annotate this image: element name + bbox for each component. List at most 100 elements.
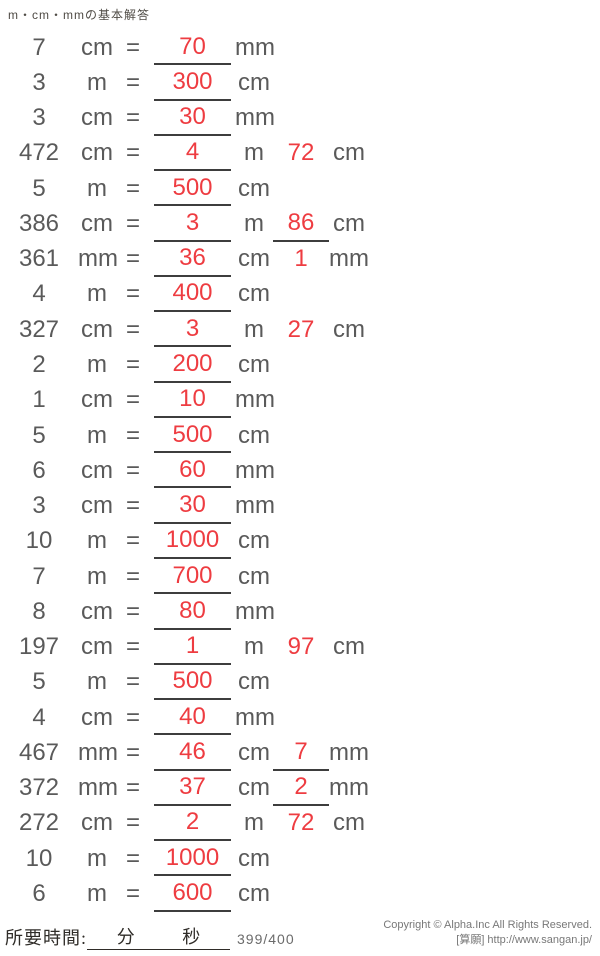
question-value: 327 xyxy=(18,315,60,343)
answer-blank-2: 27 xyxy=(287,315,315,343)
question-value: 3 xyxy=(32,104,46,132)
answer-unit-1: cm xyxy=(238,421,270,449)
question-value: 272 xyxy=(18,809,60,837)
seconds-label: 秒 xyxy=(182,927,201,947)
conversion-row: 1 cm = 10 mm xyxy=(0,383,600,418)
conversion-row: 3 cm = 30 mm xyxy=(0,101,600,136)
equals-sign: = xyxy=(125,421,140,449)
equals-sign: = xyxy=(125,351,140,379)
equals-sign: = xyxy=(125,844,140,872)
question-value: 6 xyxy=(32,456,46,484)
answer-blank-1: 4 xyxy=(154,136,231,172)
answer-unit-2: mm xyxy=(329,774,369,802)
question-unit: m xyxy=(87,562,107,590)
answer-unit-1: m xyxy=(244,315,264,343)
question-unit: m xyxy=(87,351,107,379)
question-unit: m xyxy=(87,527,107,555)
answer-blank-2: 72 xyxy=(287,139,315,167)
question-value: 467 xyxy=(18,738,60,766)
answer-unit-1: cm xyxy=(238,527,270,555)
question-unit: cm xyxy=(81,597,113,625)
conversion-row: 327 cm = 3 m 27 cm xyxy=(0,312,600,348)
answer-unit-1: cm xyxy=(238,738,270,766)
answer-list: 7 cm = 70 mm 3 m = 300 cm 3 cm = 30 mm 472 cm = 4 m 72 cm 5 m = 5… xyxy=(0,30,600,912)
answer-blank-1: 30 xyxy=(154,488,231,524)
conversion-row: 7 m = 700 cm xyxy=(0,559,600,595)
question-value: 7 xyxy=(32,562,46,590)
question-unit: mm xyxy=(78,774,118,802)
copyright-line: Copyright © Alpha.Inc All Rights Reserve… xyxy=(383,919,592,931)
answer-unit-1: mm xyxy=(235,492,275,520)
question-unit: m xyxy=(87,880,107,907)
question-unit: mm xyxy=(78,245,118,273)
answer-blank-1: 60 xyxy=(154,453,231,489)
question-value: 4 xyxy=(32,703,46,731)
question-unit: cm xyxy=(81,703,113,731)
question-unit: cm xyxy=(81,386,113,414)
question-value: 4 xyxy=(32,280,46,308)
conversion-row: 3 cm = 30 mm xyxy=(0,488,600,524)
answer-unit-1: cm xyxy=(238,280,270,308)
answer-blank-2: 2 xyxy=(273,771,329,806)
answer-blank-1: 40 xyxy=(154,700,231,736)
answer-unit-2: cm xyxy=(333,315,365,343)
answer-blank-1: 37 xyxy=(154,771,231,806)
question-value: 386 xyxy=(18,209,60,237)
answer-blank-1: 500 xyxy=(154,418,231,454)
conversion-row: 5 m = 500 cm xyxy=(0,171,600,207)
equals-sign: = xyxy=(125,880,140,907)
conversion-row: 8 cm = 80 mm xyxy=(0,594,600,630)
answer-unit-1: cm xyxy=(238,245,270,273)
answer-unit-1: cm xyxy=(238,68,270,96)
conversion-row: 5 m = 500 cm xyxy=(0,665,600,701)
conversion-row: 6 cm = 60 mm xyxy=(0,453,600,489)
answer-blank-1: 3 xyxy=(154,312,231,348)
question-value: 10 xyxy=(25,844,53,872)
answer-blank-1: 70 xyxy=(154,30,231,66)
answer-blank-1: 500 xyxy=(154,665,231,701)
answer-unit-1: cm xyxy=(238,562,270,590)
equals-sign: = xyxy=(125,492,140,520)
elapsed-time-label: 所要時間: xyxy=(5,928,88,948)
question-value: 197 xyxy=(18,633,60,661)
answer-blank-1: 1 xyxy=(154,630,231,665)
answer-blank-1: 200 xyxy=(154,347,231,383)
elapsed-time-field: 所要時間: 分 秒 xyxy=(5,924,231,950)
question-unit: cm xyxy=(81,809,113,837)
equals-sign: = xyxy=(125,139,140,167)
question-value: 5 xyxy=(32,668,46,696)
equals-sign: = xyxy=(125,68,140,96)
question-value: 361 xyxy=(18,245,60,273)
answer-unit-1: m xyxy=(244,139,264,167)
question-unit: cm xyxy=(81,139,113,167)
equals-sign: = xyxy=(125,668,140,696)
elapsed-time-blank: 分 秒 xyxy=(87,925,231,950)
question-value: 3 xyxy=(32,492,46,520)
page-number: 399/400 xyxy=(237,931,295,947)
question-unit: cm xyxy=(81,633,113,661)
conversion-row: 4 cm = 40 mm xyxy=(0,700,600,736)
answer-blank-1: 36 xyxy=(154,242,231,277)
answer-blank-1: 500 xyxy=(154,171,231,207)
answer-blank-1: 2 xyxy=(154,806,231,842)
answer-unit-1: cm xyxy=(238,351,270,379)
conversion-row: 4 m = 400 cm xyxy=(0,277,600,313)
answer-unit-1: m xyxy=(244,809,264,837)
answer-blank-1: 1000 xyxy=(154,841,231,877)
question-value: 8 xyxy=(32,597,46,625)
answer-blank-2: 1 xyxy=(294,245,308,273)
equals-sign: = xyxy=(125,315,140,343)
minutes-label: 分 xyxy=(116,927,135,947)
conversion-row: 5 m = 500 cm xyxy=(0,418,600,454)
question-value: 10 xyxy=(25,527,53,555)
question-unit: cm xyxy=(81,209,113,237)
equals-sign: = xyxy=(125,280,140,308)
question-value: 6 xyxy=(32,880,46,907)
answer-unit-1: mm xyxy=(235,703,275,731)
answer-unit-2: mm xyxy=(329,245,369,273)
answer-unit-1: cm xyxy=(238,774,270,802)
question-unit: m xyxy=(87,68,107,96)
conversion-row: 472 cm = 4 m 72 cm xyxy=(0,136,600,172)
equals-sign: = xyxy=(125,527,140,555)
